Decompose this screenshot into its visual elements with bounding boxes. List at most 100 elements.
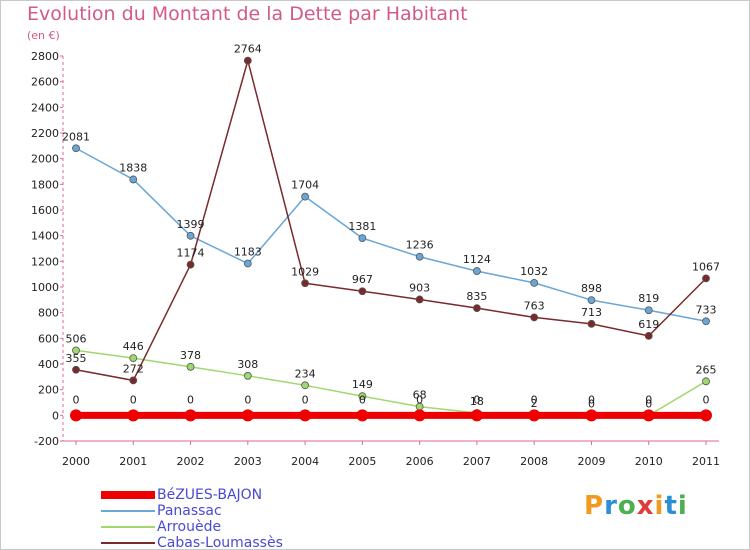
data-label: 763 [524,299,545,312]
data-point [356,409,369,422]
data-point [72,365,80,374]
data-point [702,274,710,283]
data-point [528,409,541,422]
data-label: 1183 [234,246,262,259]
y-tick-label: 0 [52,409,59,422]
y-tick-label: 2600 [31,76,59,89]
x-tick-label: 2002 [177,455,205,468]
legend-swatch [101,542,155,544]
series-line-3 [75,59,707,382]
data-label: 1124 [463,253,491,266]
data-label: 18 [470,395,484,408]
data-point [415,295,424,304]
data-label: 898 [581,282,602,295]
data-label: 819 [638,292,659,305]
data-point [243,371,252,380]
data-point [415,252,424,261]
y-tick-label: 1800 [31,178,59,191]
x-tick-label: 2007 [463,455,491,468]
data-point [301,192,309,201]
data-label: 1067 [692,260,720,273]
chart-series-points [70,56,712,422]
data-point [473,267,481,275]
x-tick-label: 2003 [234,455,262,468]
x-tick-label: 2006 [406,455,434,468]
data-label: 0 [588,393,595,406]
legend-label: Cabas-Loumassès [157,535,283,550]
legend-label: BéZUES-BAJON [157,487,263,503]
data-label: 0 [187,393,194,406]
x-tick-label: 2000 [62,455,90,468]
data-label: 149 [352,378,373,391]
chart-title: Evolution du Montant de la Dette par Hab… [27,3,468,25]
y-tick-label: 1600 [31,204,59,217]
data-point [186,362,195,371]
data-label: 0 [130,393,137,406]
data-point [186,260,195,269]
legend-swatch [101,491,155,499]
data-label: 0 [416,393,423,406]
logo-letter: t [664,491,678,521]
data-point [358,234,367,243]
data-label: 1838 [119,161,147,174]
series-line-2 [75,349,707,417]
data-label: 0 [244,393,251,406]
data-point [299,409,312,422]
data-label: 2764 [234,43,262,56]
data-label: 0 [588,397,595,410]
legend-item: Cabas-Loumassès [101,535,283,550]
y-tick-label: -200 [34,435,59,448]
data-point [72,144,80,153]
data-label: 1399 [177,218,205,231]
data-label: 835 [466,290,487,303]
legend-label: Arrouède [157,519,222,535]
y-tick-label: 2400 [31,101,59,114]
data-point [129,376,138,385]
data-point [642,409,655,422]
data-point [127,409,140,422]
x-tick-label: 2011 [692,455,720,468]
logo-letter: o [617,491,637,521]
data-point [301,279,309,288]
data-label: 1236 [406,239,434,252]
x-tick-label: 2009 [577,455,605,468]
logo-letter: i [677,491,688,521]
data-point [587,319,596,328]
data-label: 1029 [291,265,319,278]
y-tick-label: 1400 [31,230,59,243]
data-label: 0 [645,397,652,410]
chart-data-labels: 2081 1838 1399 1183 1704 1381 1236 1124 1032 898 8… [62,43,720,411]
y-tick-label: 2800 [31,50,59,63]
logo-letter: r [604,491,618,521]
series-line-1 [75,147,707,323]
chart-legend: BéZUES-BAJON Panassac Arrouède Cabas-Loumas… [101,487,283,550]
data-point [644,306,653,315]
data-label: 1174 [177,247,205,260]
chart-subtitle: (en €) [27,29,60,42]
x-tick-label: 2008 [520,455,548,468]
y-tick-label: 2000 [31,153,59,166]
legend-swatch [101,510,155,512]
data-point [358,392,367,401]
data-point [530,313,539,322]
data-point [243,259,252,268]
data-point [530,278,539,287]
y-tick-label: 600 [38,332,59,345]
data-label: 0 [703,393,710,406]
data-label: 2 [531,397,538,410]
data-point [241,409,254,422]
y-tick-label: 800 [38,307,59,320]
data-label: 0 [302,393,309,406]
data-point [301,381,309,390]
legend-swatch [101,526,155,528]
legend-item: BéZUES-BAJON [101,487,283,503]
data-point [70,409,82,422]
data-label: 1704 [291,179,319,192]
chart-axes: -200020040060080010001200140016001800200… [31,50,720,468]
data-point [358,287,367,296]
y-tick-label: 400 [38,358,59,371]
data-point [413,409,426,422]
data-point [129,175,138,184]
